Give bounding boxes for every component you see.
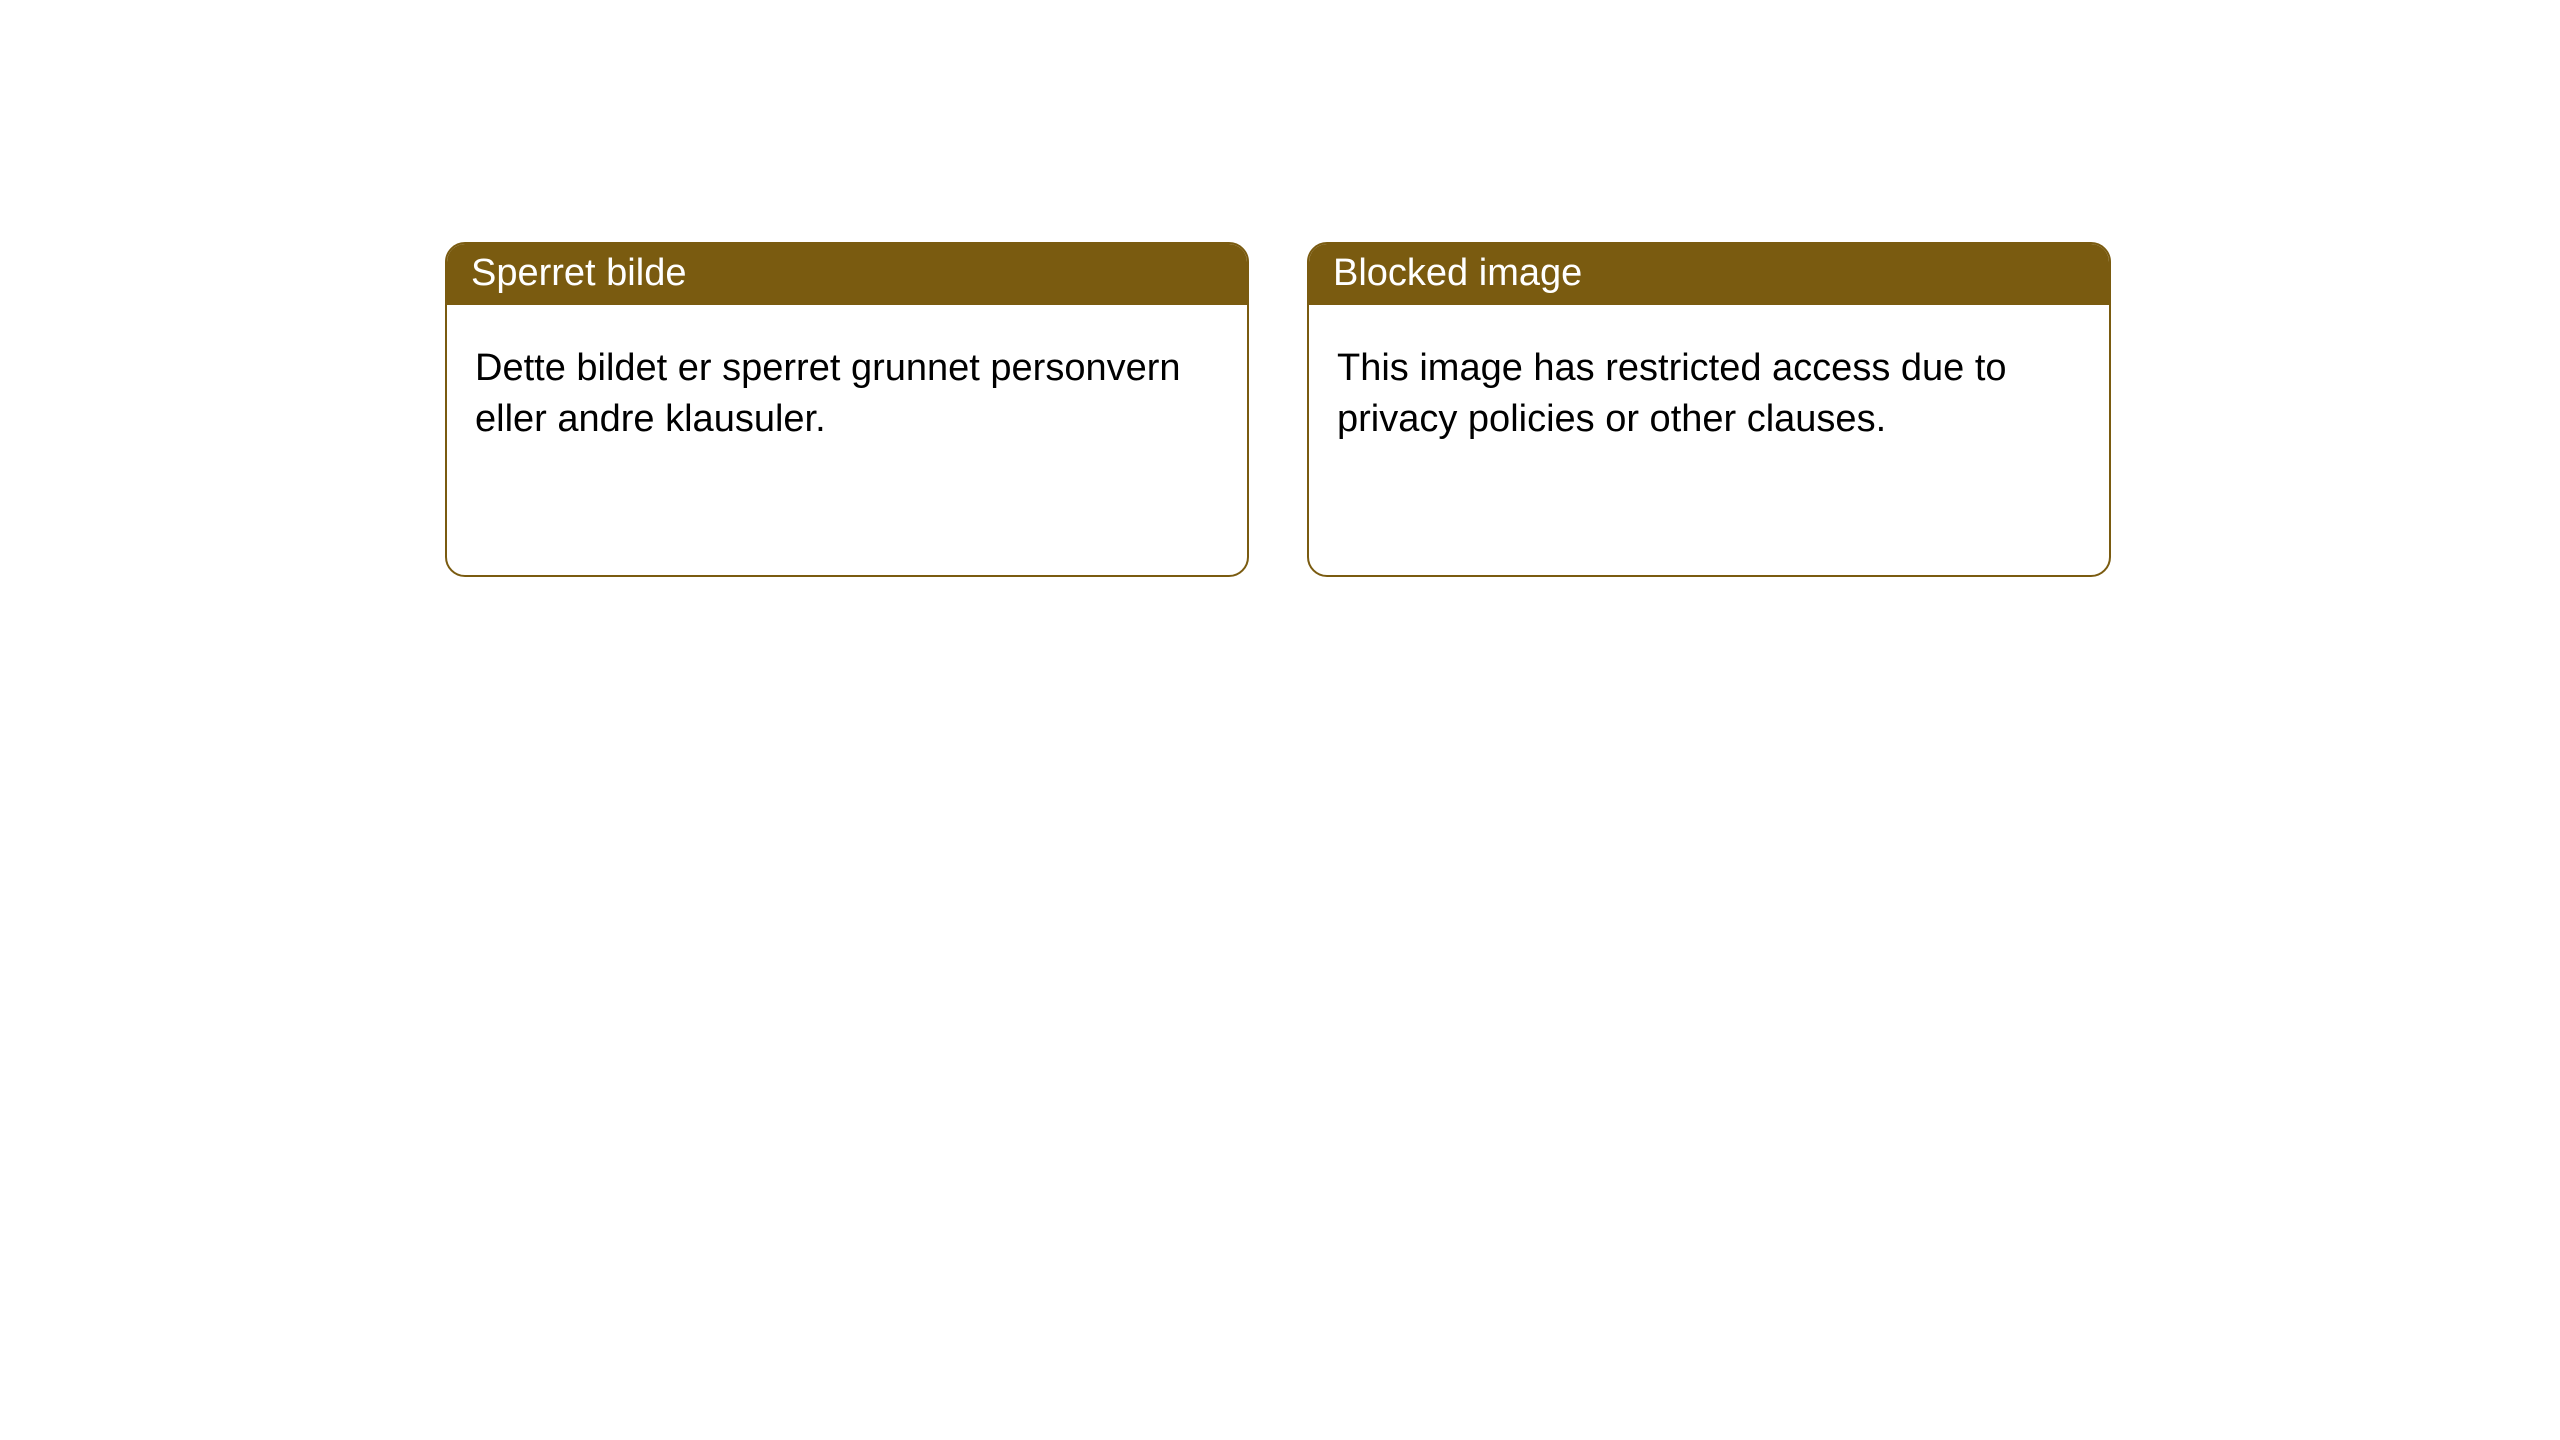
notice-box-norwegian: Sperret bilde Dette bildet er sperret gr… bbox=[445, 242, 1249, 577]
notice-body-text: This image has restricted access due to … bbox=[1309, 305, 2109, 484]
notice-title: Blocked image bbox=[1309, 244, 2109, 305]
notice-body-text: Dette bildet er sperret grunnet personve… bbox=[447, 305, 1247, 484]
notice-title: Sperret bilde bbox=[447, 244, 1247, 305]
notice-container: Sperret bilde Dette bildet er sperret gr… bbox=[0, 0, 2560, 577]
notice-box-english: Blocked image This image has restricted … bbox=[1307, 242, 2111, 577]
